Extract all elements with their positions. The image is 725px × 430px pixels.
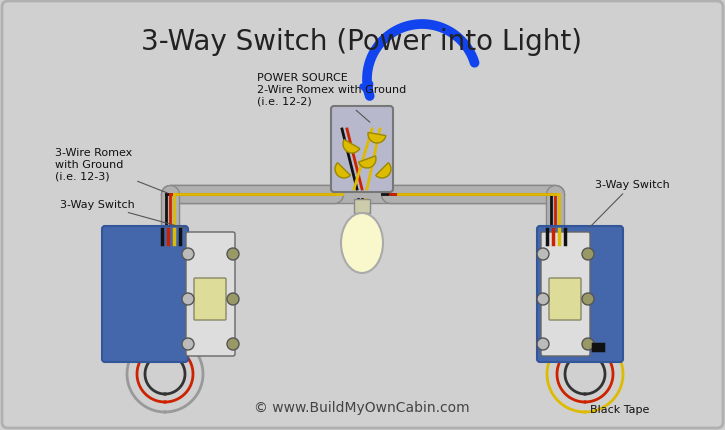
- Bar: [357, 214, 367, 221]
- Text: POWER SOURCE
2-Wire Romex with Ground
(i.e. 12-2): POWER SOURCE 2-Wire Romex with Ground (i…: [257, 73, 406, 123]
- Circle shape: [537, 338, 549, 350]
- Text: 3-Way Switch: 3-Way Switch: [590, 180, 670, 227]
- Wedge shape: [359, 157, 376, 169]
- Circle shape: [582, 338, 594, 350]
- FancyBboxPatch shape: [331, 107, 393, 193]
- FancyBboxPatch shape: [537, 227, 623, 362]
- Circle shape: [582, 293, 594, 305]
- Wedge shape: [376, 163, 391, 178]
- Wedge shape: [335, 163, 350, 178]
- Wedge shape: [368, 133, 386, 144]
- FancyBboxPatch shape: [541, 233, 590, 356]
- Text: 3-Wire Romex
with Ground
(i.e. 12-3): 3-Wire Romex with Ground (i.e. 12-3): [55, 148, 167, 194]
- Bar: [354, 200, 370, 214]
- Circle shape: [537, 293, 549, 305]
- Circle shape: [227, 293, 239, 305]
- Circle shape: [182, 249, 194, 261]
- FancyBboxPatch shape: [102, 227, 188, 362]
- FancyBboxPatch shape: [549, 278, 581, 320]
- FancyBboxPatch shape: [186, 233, 235, 356]
- Circle shape: [582, 249, 594, 261]
- FancyBboxPatch shape: [194, 278, 226, 320]
- Text: 3-Way Switch (Power into Light): 3-Way Switch (Power into Light): [141, 28, 582, 56]
- Circle shape: [182, 338, 194, 350]
- Text: 3-Way Switch: 3-Way Switch: [60, 200, 186, 229]
- Circle shape: [182, 293, 194, 305]
- Circle shape: [227, 249, 239, 261]
- Text: Black Tape: Black Tape: [590, 404, 650, 414]
- Text: © www.BuildMyOwnCabin.com: © www.BuildMyOwnCabin.com: [254, 400, 470, 414]
- Wedge shape: [343, 140, 360, 154]
- Circle shape: [227, 338, 239, 350]
- Ellipse shape: [341, 214, 383, 273]
- Circle shape: [537, 249, 549, 261]
